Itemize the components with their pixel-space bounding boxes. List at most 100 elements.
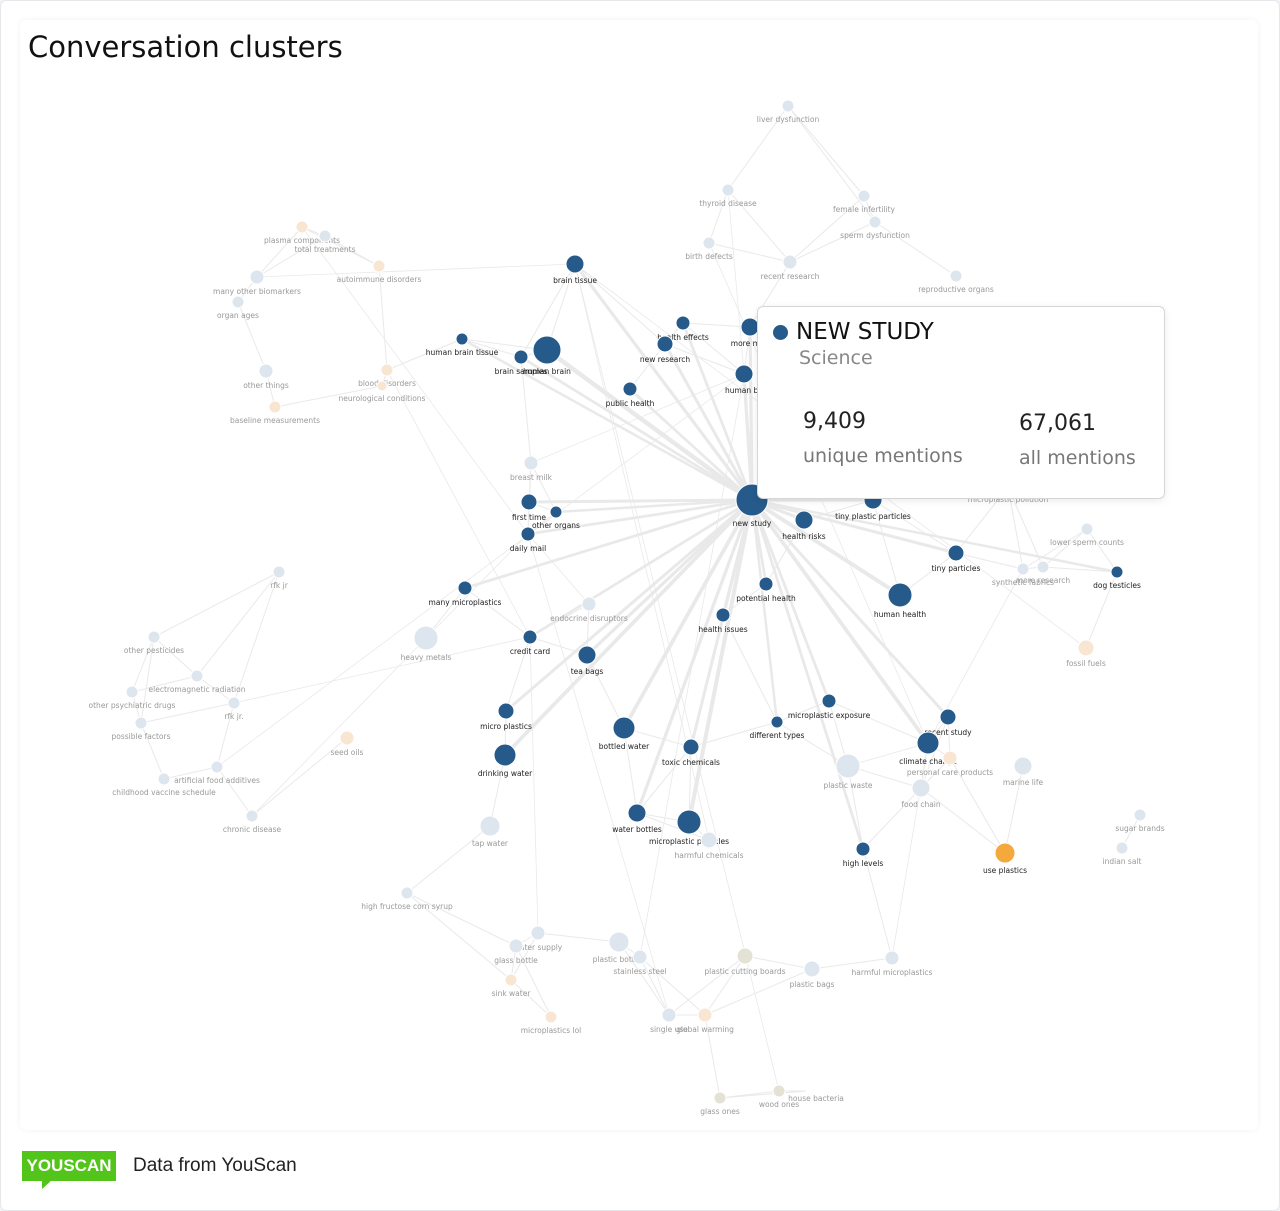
node <box>803 960 821 978</box>
node-label: blood disorders <box>358 379 416 388</box>
node <box>794 510 814 530</box>
node-label: new study <box>733 519 772 528</box>
node-label: use plastics <box>983 866 1027 875</box>
edge <box>872 499 901 596</box>
node-label: plastic cutting boards <box>704 967 785 976</box>
node-label: water supply <box>514 943 563 952</box>
node-label: single use <box>650 1025 688 1034</box>
edge <box>233 636 531 704</box>
node <box>372 259 386 273</box>
node <box>1110 565 1124 579</box>
edge <box>573 263 754 501</box>
edge <box>629 387 753 502</box>
edge <box>530 462 557 513</box>
node-label: many microplastics <box>429 598 502 607</box>
node-label: tiny particles <box>932 564 981 573</box>
node <box>258 363 274 379</box>
node-label: neurological conditions <box>339 394 426 403</box>
network-graph: brain tissue human brain tissue human brai… <box>89 99 1165 1116</box>
node-label: public health <box>606 399 655 408</box>
tooltip-dot <box>773 325 788 340</box>
node-label: climate change <box>899 757 957 766</box>
edge <box>682 322 745 375</box>
node <box>734 364 754 384</box>
node <box>632 949 648 965</box>
node-label: birth defects <box>685 252 733 261</box>
node-label: autoimmune disorders <box>337 275 422 284</box>
node-label: other psychiatric drugs <box>89 701 176 710</box>
edge <box>274 385 383 408</box>
node <box>268 400 282 414</box>
node <box>697 1007 713 1023</box>
edge <box>750 499 831 702</box>
node <box>661 1007 677 1023</box>
edge <box>256 263 576 278</box>
node-label: plasma components <box>264 236 340 245</box>
node <box>676 809 702 835</box>
node-label: global warming <box>676 1025 734 1034</box>
edge <box>527 533 590 605</box>
node-label: indian salt <box>1103 857 1142 866</box>
edge <box>406 825 491 894</box>
edge <box>520 263 576 358</box>
node-label: organ ages <box>217 311 259 320</box>
edge <box>789 221 876 263</box>
edge <box>623 727 638 814</box>
edge <box>528 498 753 504</box>
edge <box>874 221 957 277</box>
node-label: synthetic fabrics <box>992 578 1054 587</box>
edge <box>153 636 198 677</box>
node <box>656 335 674 353</box>
node <box>231 295 245 309</box>
node <box>272 565 286 579</box>
node-label: potential health <box>736 594 796 603</box>
edge <box>131 675 198 693</box>
node-label: harmful chemicals <box>674 851 743 860</box>
node-label: glass ones <box>700 1107 740 1116</box>
node <box>520 526 536 542</box>
edge <box>586 654 625 729</box>
node <box>413 625 439 651</box>
edge <box>527 498 753 536</box>
node <box>227 696 241 710</box>
edge <box>464 498 753 590</box>
node <box>721 183 735 197</box>
edge <box>530 373 745 464</box>
node-label: breast milk <box>510 473 553 482</box>
node <box>627 803 647 823</box>
node-label: health risks <box>782 532 826 541</box>
node-label: bottled water <box>599 742 650 751</box>
node <box>947 544 965 562</box>
node <box>887 582 913 608</box>
node-label: microplastic particles <box>649 837 729 846</box>
node-label: health effects <box>657 333 709 342</box>
edge <box>618 941 670 1016</box>
node <box>565 254 585 274</box>
logo: YOUSCAN <box>22 1151 116 1181</box>
node <box>835 753 861 779</box>
node-label: heavy metals <box>401 653 452 662</box>
node <box>295 220 309 234</box>
node <box>949 269 963 283</box>
edge <box>862 848 893 959</box>
edge <box>515 945 552 1018</box>
edge <box>751 498 957 555</box>
node <box>245 809 259 823</box>
edge <box>811 957 893 970</box>
node <box>457 580 473 596</box>
edge <box>663 343 754 501</box>
edge <box>520 356 532 464</box>
node <box>376 380 388 392</box>
node <box>772 1084 786 1098</box>
node-label: baseline measurements <box>230 416 320 425</box>
edge <box>301 226 529 535</box>
edge <box>704 968 813 1016</box>
edge <box>1004 765 1024 854</box>
node-label: drinking water <box>478 769 533 778</box>
edge <box>510 932 539 981</box>
node-label: total treatments <box>294 245 355 254</box>
edge <box>153 571 280 638</box>
edge <box>689 499 754 748</box>
node <box>675 315 691 331</box>
node-label: tiny plastic particles <box>835 512 911 521</box>
